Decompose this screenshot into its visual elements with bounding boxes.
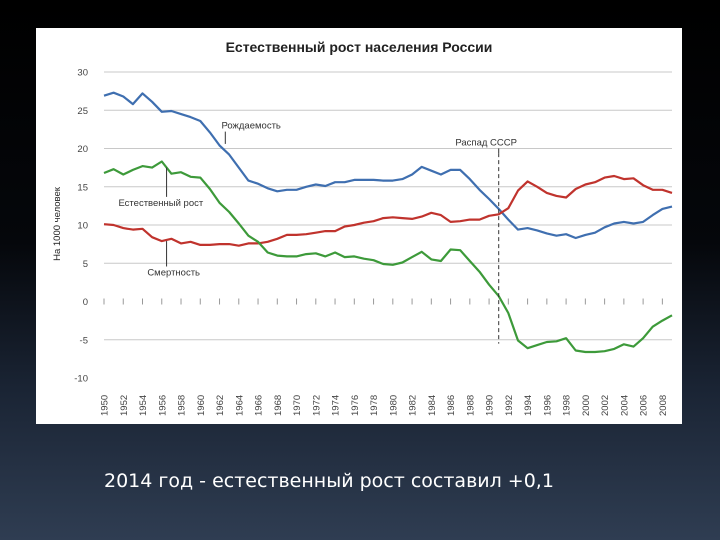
x-tick-label: 2002 xyxy=(600,395,611,416)
y-tick-label: 0 xyxy=(83,297,88,308)
grid-lines xyxy=(103,71,672,341)
x-tick-label: 1958 xyxy=(177,395,188,416)
x-tick-label: 1984 xyxy=(427,395,438,416)
y-tick-label: 5 xyxy=(83,259,88,270)
x-tick-label: 1976 xyxy=(350,395,361,416)
line-chart: Естественный рост населения России На 10… xyxy=(52,39,673,416)
x-tick-label: 1972 xyxy=(311,395,322,416)
annotations: Рождаемость Естественный рост Смертность Ра… xyxy=(118,121,517,344)
x-tick-label: 1992 xyxy=(504,395,515,416)
y-tick-label: -10 xyxy=(74,374,88,385)
x-tick-label: 1950 xyxy=(100,395,111,416)
y-tick-labels: -10 -5 0 5 10 15 20 25 30 xyxy=(74,68,88,385)
x-tick-label: 1996 xyxy=(542,395,553,416)
x-tick-label: 2008 xyxy=(658,395,669,416)
y-tick-label: 25 xyxy=(77,106,88,117)
x-tick-label: 1990 xyxy=(485,395,496,416)
annotation-label: Распад СССР xyxy=(455,137,517,148)
x-tick-label: 1994 xyxy=(523,395,534,416)
series-lines xyxy=(103,91,673,354)
y-tick-label: 15 xyxy=(77,182,88,193)
x-tick-label: 1988 xyxy=(465,395,476,416)
x-tick-label: 1970 xyxy=(292,395,303,416)
x-tick-label: 2006 xyxy=(639,395,650,416)
x-tick-label: 1966 xyxy=(254,395,265,416)
annotation-label: Рождаемость xyxy=(221,121,280,132)
x-tick-label: 1980 xyxy=(388,395,399,416)
x-tick-label: 1978 xyxy=(369,395,380,416)
series-line xyxy=(103,91,673,240)
chart-panel: Естественный рост населения России На 10… xyxy=(36,28,682,424)
x-tick-label: 2000 xyxy=(581,395,592,416)
x-tick-label: 1960 xyxy=(196,395,207,416)
annotation-label: Смертность xyxy=(147,267,200,278)
x-tick-label: 1956 xyxy=(157,395,168,416)
x-tick-labels: 1950 1952 1954 1956 1958 1960 1962 1964 1966 1968… xyxy=(100,395,669,416)
chart-title: Естественный рост населения России xyxy=(226,39,493,55)
x-tick-label: 1982 xyxy=(408,395,419,416)
y-tick-label: 30 xyxy=(77,68,88,79)
x-tick-label: 1998 xyxy=(562,395,573,416)
y-tick-label: 20 xyxy=(77,144,88,155)
x-tick-label: 1974 xyxy=(331,395,342,416)
x-tick-label: 1964 xyxy=(234,395,245,416)
slide-caption: 2014 год - естественный рост составил +0… xyxy=(104,470,554,492)
x-tick-label: 2004 xyxy=(619,395,630,416)
y-axis-label: На 1000 человек xyxy=(52,186,63,261)
annotation-label: Естественный рост xyxy=(118,198,203,209)
x-tick-label: 1954 xyxy=(138,395,149,416)
series-line xyxy=(103,174,673,247)
y-tick-label: -5 xyxy=(80,335,88,346)
x-tick-label: 1986 xyxy=(446,395,457,416)
x-tick-label: 1952 xyxy=(119,395,130,416)
series-line xyxy=(103,160,673,354)
x-tick-label: 1962 xyxy=(215,395,226,416)
y-tick-label: 10 xyxy=(77,221,88,232)
x-tick-label: 1968 xyxy=(273,395,284,416)
